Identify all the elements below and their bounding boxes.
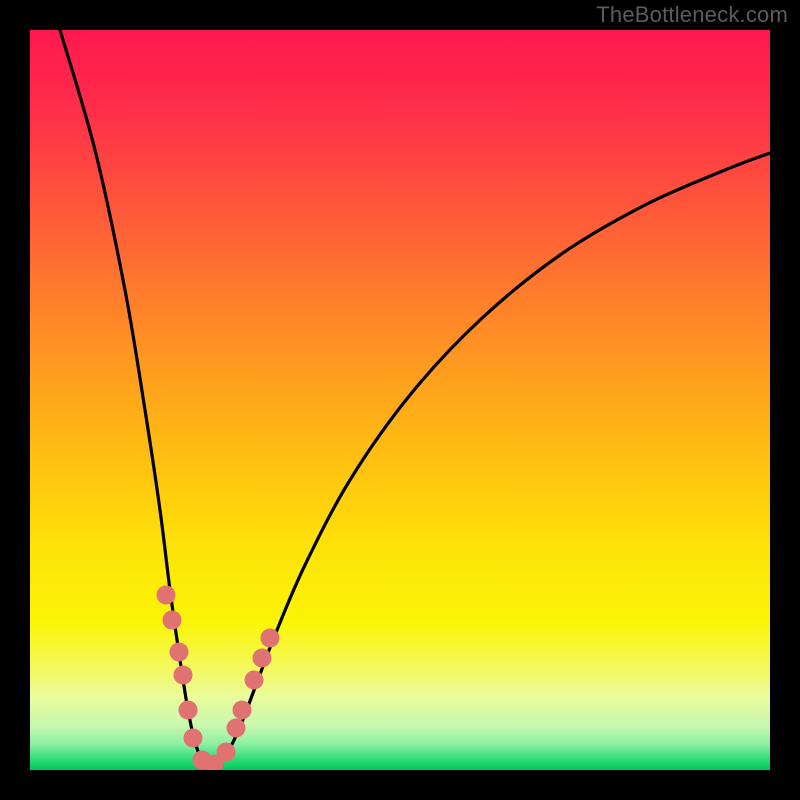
plot-background [30, 30, 770, 770]
curve-marker [179, 701, 198, 720]
curve-marker [163, 611, 182, 630]
curve-marker [227, 719, 246, 738]
chart-frame: TheBottleneck.com [0, 0, 800, 800]
bottleneck-chart-svg [30, 30, 770, 770]
curve-marker [170, 643, 189, 662]
plot-area [30, 30, 770, 770]
curve-marker [253, 649, 272, 668]
watermark-text: TheBottleneck.com [596, 2, 788, 28]
curve-marker [157, 586, 176, 605]
curve-marker [174, 666, 193, 685]
curve-marker [233, 701, 252, 720]
curve-marker [217, 743, 236, 762]
curve-marker [261, 629, 280, 648]
curve-marker [245, 671, 264, 690]
curve-marker [184, 729, 203, 748]
